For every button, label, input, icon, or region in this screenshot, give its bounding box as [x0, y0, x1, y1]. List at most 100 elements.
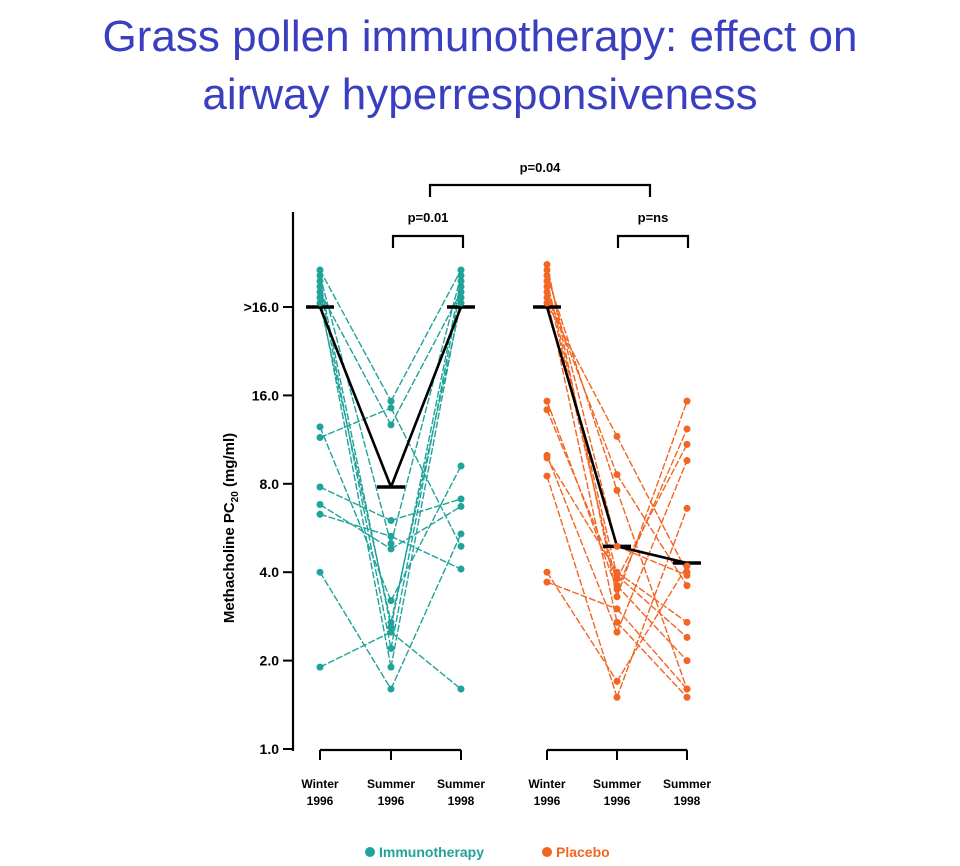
x-tick-label-year: 1996: [534, 794, 561, 808]
chart-text: 1.0 2.0 4.0 8.0 16.0 >16.0 Methacholine PC20 (…: [221, 160, 711, 860]
subject-point: [543, 568, 551, 576]
subject-point: [683, 657, 691, 665]
subject-line: [616, 508, 688, 698]
subject-line: [390, 533, 462, 690]
subject-point: [683, 504, 691, 512]
subject-point: [613, 471, 621, 479]
subject-point: [683, 582, 691, 590]
x-tick-label: Winter: [301, 777, 339, 791]
subject-point: [387, 545, 395, 553]
subject-point: [613, 432, 621, 440]
subject-line: [390, 275, 462, 544]
subject-line: [546, 581, 618, 610]
legend-immunotherapy-marker: [365, 847, 375, 857]
subject-point: [387, 421, 395, 429]
subject-line: [546, 275, 618, 491]
subject-point: [457, 277, 465, 285]
subject-line: [319, 297, 392, 668]
subject-point: [457, 495, 465, 503]
legend-immunotherapy-label: Immunotherapy: [379, 844, 484, 860]
subject-line: [546, 475, 618, 698]
mean-lines: [306, 305, 701, 565]
subject-line: [546, 297, 618, 623]
subject-point: [457, 283, 465, 290]
subject-line: [546, 409, 618, 580]
subject-point: [457, 299, 465, 307]
subject-point: [543, 288, 551, 296]
x-tick-label-year: 1996: [378, 794, 405, 808]
legend-placebo-label: Placebo: [556, 844, 610, 860]
subject-line: [616, 444, 688, 580]
subject-point: [387, 597, 395, 605]
subject-point: [316, 501, 324, 509]
x-tick-label: Summer: [663, 777, 711, 791]
subject-line: [390, 505, 462, 550]
significance-bracket-0: [428, 183, 652, 197]
subject-line: [319, 275, 392, 544]
subject-point: [613, 593, 621, 601]
subject-line: [546, 571, 618, 682]
subject-point: [457, 565, 465, 573]
x-tick-label: Winter: [528, 777, 566, 791]
p-value-label: p=ns: [638, 210, 669, 225]
x-tick-label: Summer: [593, 777, 641, 791]
subject-point: [316, 510, 324, 518]
mean-line: [616, 545, 688, 565]
x-tick-label-year: 1998: [674, 794, 701, 808]
subject-line: [546, 269, 618, 547]
subject-point: [683, 562, 691, 570]
subject-line: [319, 513, 392, 537]
subject-line: [390, 465, 462, 601]
subject-line: [616, 474, 688, 587]
subject-point: [387, 618, 395, 626]
subject-point: [683, 571, 691, 579]
x-tick-label-year: 1998: [448, 794, 475, 808]
subject-point: [613, 571, 621, 579]
subject-point: [316, 288, 324, 296]
subject-point: [683, 440, 691, 448]
subject-line: [319, 269, 392, 402]
y-tick-label: 16.0: [252, 387, 279, 403]
significance-bracket-1: [391, 234, 465, 248]
subject-point: [613, 693, 621, 701]
subject-line: [616, 585, 688, 662]
subject-point: [457, 272, 465, 279]
subject-point: [543, 283, 551, 290]
subject-point: [387, 397, 395, 405]
significance-bracket-2: [616, 234, 690, 248]
subject-line: [319, 407, 392, 439]
subject-point: [613, 628, 621, 636]
subject-point: [387, 663, 395, 671]
subject-line: [616, 574, 688, 638]
p-value-label: p=0.04: [520, 160, 562, 175]
y-tick-label: >16.0: [244, 299, 280, 315]
subject-point: [316, 266, 324, 274]
subject-point: [683, 425, 691, 433]
slide-title-line2: airway hyperresponsiveness: [202, 70, 758, 119]
y-axis-label-subscript: 20: [230, 491, 241, 503]
subject-point: [613, 486, 621, 494]
subject-line: [546, 457, 618, 573]
subject-point: [683, 693, 691, 701]
subject-point: [316, 483, 324, 491]
subject-line: [616, 460, 688, 633]
subject-line: [546, 286, 618, 586]
subject-point: [387, 532, 395, 540]
slide-title-line1: Grass pollen immunotherapy: effect on: [102, 12, 858, 61]
y-tick-label: 2.0: [260, 653, 280, 669]
subject-point: [543, 454, 551, 462]
subject-point: [457, 266, 465, 274]
subject-point: [316, 663, 324, 671]
subject-point: [387, 628, 395, 636]
subject-point: [543, 299, 551, 307]
y-tick-label: 4.0: [260, 564, 280, 580]
subject-line: [546, 455, 618, 633]
subject-point: [613, 542, 621, 550]
subject-point: [316, 299, 324, 307]
mean-line: [389, 306, 463, 488]
subject-point: [387, 623, 395, 631]
subject-line: [319, 286, 392, 649]
subject-line: [319, 486, 392, 522]
subject-point: [543, 277, 551, 285]
